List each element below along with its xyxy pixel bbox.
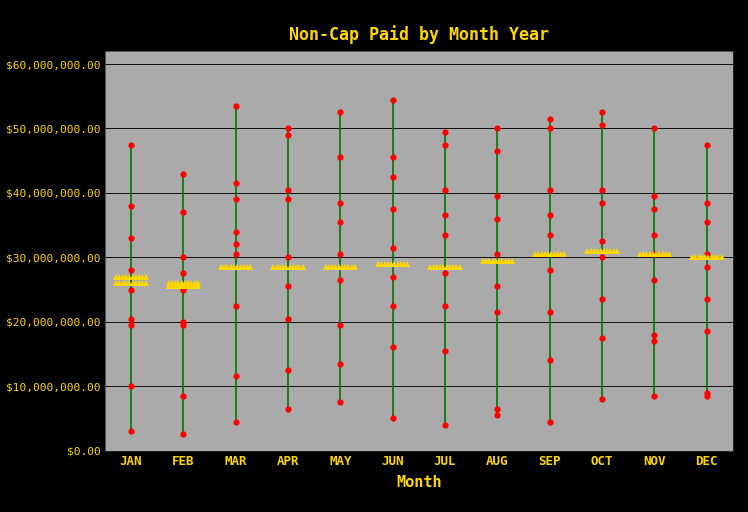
Title: Non-Cap Paid by Month Year: Non-Cap Paid by Month Year [289, 25, 549, 44]
X-axis label: Month: Month [396, 475, 441, 489]
